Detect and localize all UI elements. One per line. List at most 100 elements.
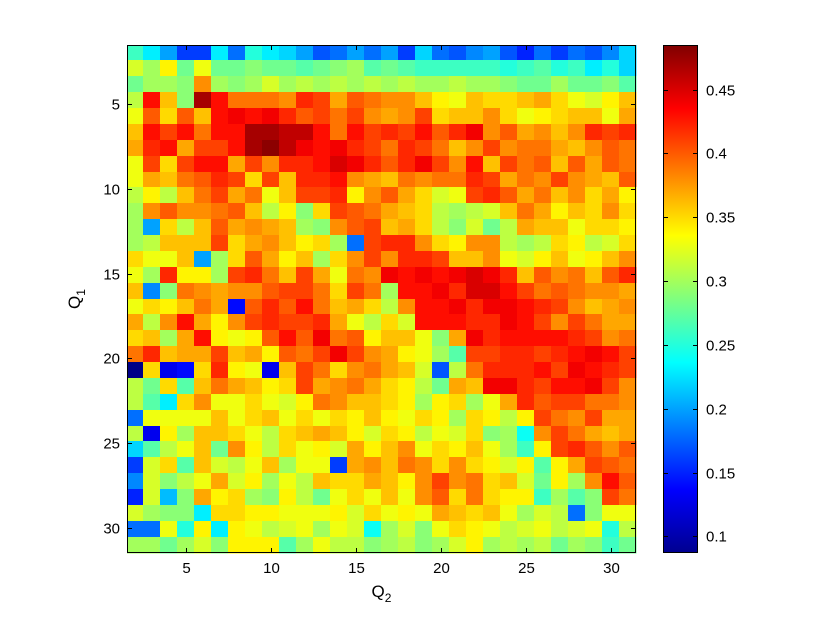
heatmap-cell: [585, 299, 603, 315]
heatmap-cell: [262, 92, 280, 109]
heatmap-cell: [245, 235, 263, 252]
heatmap-cell: [143, 203, 161, 220]
heatmap-cell: [517, 457, 535, 474]
heatmap-cell: [262, 489, 280, 506]
heatmap-cell: [262, 124, 280, 141]
heatmap-cell: [364, 235, 382, 252]
heatmap-cell: [127, 346, 144, 363]
heatmap-cell: [279, 410, 297, 427]
heatmap-cell: [347, 251, 365, 268]
heatmap-cell: [466, 330, 484, 347]
heatmap-cell: [619, 489, 637, 506]
heatmap-cell: [398, 330, 416, 347]
heatmap-cell: [313, 489, 331, 506]
heatmap-cell: [568, 441, 586, 458]
heatmap-cell: [228, 473, 246, 490]
heatmap-cell: [500, 251, 518, 268]
heatmap-cell: [449, 76, 467, 93]
colorbar-tick-label: 0.35: [706, 210, 735, 227]
y-tick-label: 10: [103, 182, 120, 199]
heatmap-cell: [143, 521, 161, 538]
heatmap-cell: [381, 426, 399, 442]
heatmap-cell: [211, 60, 229, 77]
heatmap-cell: [194, 108, 212, 125]
heatmap-cell: [160, 410, 178, 427]
heatmap-cell: [517, 378, 535, 395]
heatmap-cell: [602, 330, 620, 347]
heatmap-cell: [517, 60, 535, 77]
heatmap-cell: [466, 378, 484, 395]
heatmap-cell: [330, 426, 348, 442]
heatmap-cell: [330, 251, 348, 268]
heatmap-cell: [568, 108, 586, 125]
heatmap-cell: [398, 45, 416, 61]
heatmap-cell: [432, 251, 450, 268]
heatmap-cell: [262, 251, 280, 268]
heatmap-cell: [398, 219, 416, 236]
heatmap-cell: [177, 124, 195, 141]
heatmap-cell: [296, 299, 314, 315]
heatmap-cell: [262, 330, 280, 347]
heatmap-cell: [432, 235, 450, 252]
heatmap-cell: [381, 267, 399, 284]
heatmap-cell: [568, 283, 586, 300]
heatmap-cell: [347, 187, 365, 204]
heatmap-cell: [551, 378, 569, 395]
heatmap-cell: [364, 330, 382, 347]
heatmap-cell: [619, 219, 637, 236]
heatmap-cell: [534, 299, 552, 315]
heatmap-cell: [160, 156, 178, 173]
heatmap-cell: [534, 156, 552, 173]
heatmap-cell: [483, 251, 501, 268]
heatmap-cell: [585, 426, 603, 442]
heatmap-cell: [585, 346, 603, 363]
heatmap-cell: [398, 473, 416, 490]
heatmap-cell: [245, 394, 263, 411]
heatmap-cell: [364, 521, 382, 538]
heatmap-cell: [143, 378, 161, 395]
heatmap-cell: [602, 378, 620, 395]
heatmap-cell: [194, 410, 212, 427]
heatmap-cell: [228, 187, 246, 204]
heatmap-cell: [364, 346, 382, 363]
heatmap-cell: [619, 267, 637, 284]
heatmap-cell: [245, 330, 263, 347]
heatmap-cell: [432, 60, 450, 77]
heatmap-cell: [347, 489, 365, 506]
heatmap-cell: [245, 76, 263, 93]
heatmap-cell: [398, 394, 416, 411]
heatmap-cell: [228, 92, 246, 109]
heatmap-cell: [194, 203, 212, 220]
heatmap-cell: [364, 92, 382, 109]
heatmap-cell: [398, 521, 416, 538]
heatmap-cell: [398, 251, 416, 268]
heatmap-cell: [296, 441, 314, 458]
heatmap-cell: [347, 362, 365, 379]
heatmap-cell: [568, 394, 586, 411]
heatmap-cell: [211, 346, 229, 363]
heatmap-cell: [415, 521, 433, 538]
heatmap-cell: [194, 92, 212, 109]
heatmap-cell: [602, 489, 620, 506]
heatmap-cell: [177, 378, 195, 395]
heatmap-cell: [551, 251, 569, 268]
heatmap-cell: [398, 441, 416, 458]
heatmap-cell: [432, 457, 450, 474]
heatmap-cell: [296, 187, 314, 204]
heatmap-cell: [398, 362, 416, 379]
heatmap-cell: [449, 521, 467, 538]
heatmap-cell: [194, 521, 212, 538]
heatmap-cell: [415, 473, 433, 490]
heatmap-cell: [415, 441, 433, 458]
heatmap-cell: [211, 140, 229, 157]
heatmap-cell: [619, 235, 637, 252]
heatmap-cell: [160, 203, 178, 220]
heatmap-cell: [160, 362, 178, 379]
heatmap-cell: [381, 235, 399, 252]
heatmap-cell: [160, 441, 178, 458]
heatmap-cell: [432, 346, 450, 363]
heatmap-cell: [585, 203, 603, 220]
heatmap-cell: [517, 362, 535, 379]
heatmap-cell: [398, 457, 416, 474]
heatmap-cell: [279, 45, 297, 61]
